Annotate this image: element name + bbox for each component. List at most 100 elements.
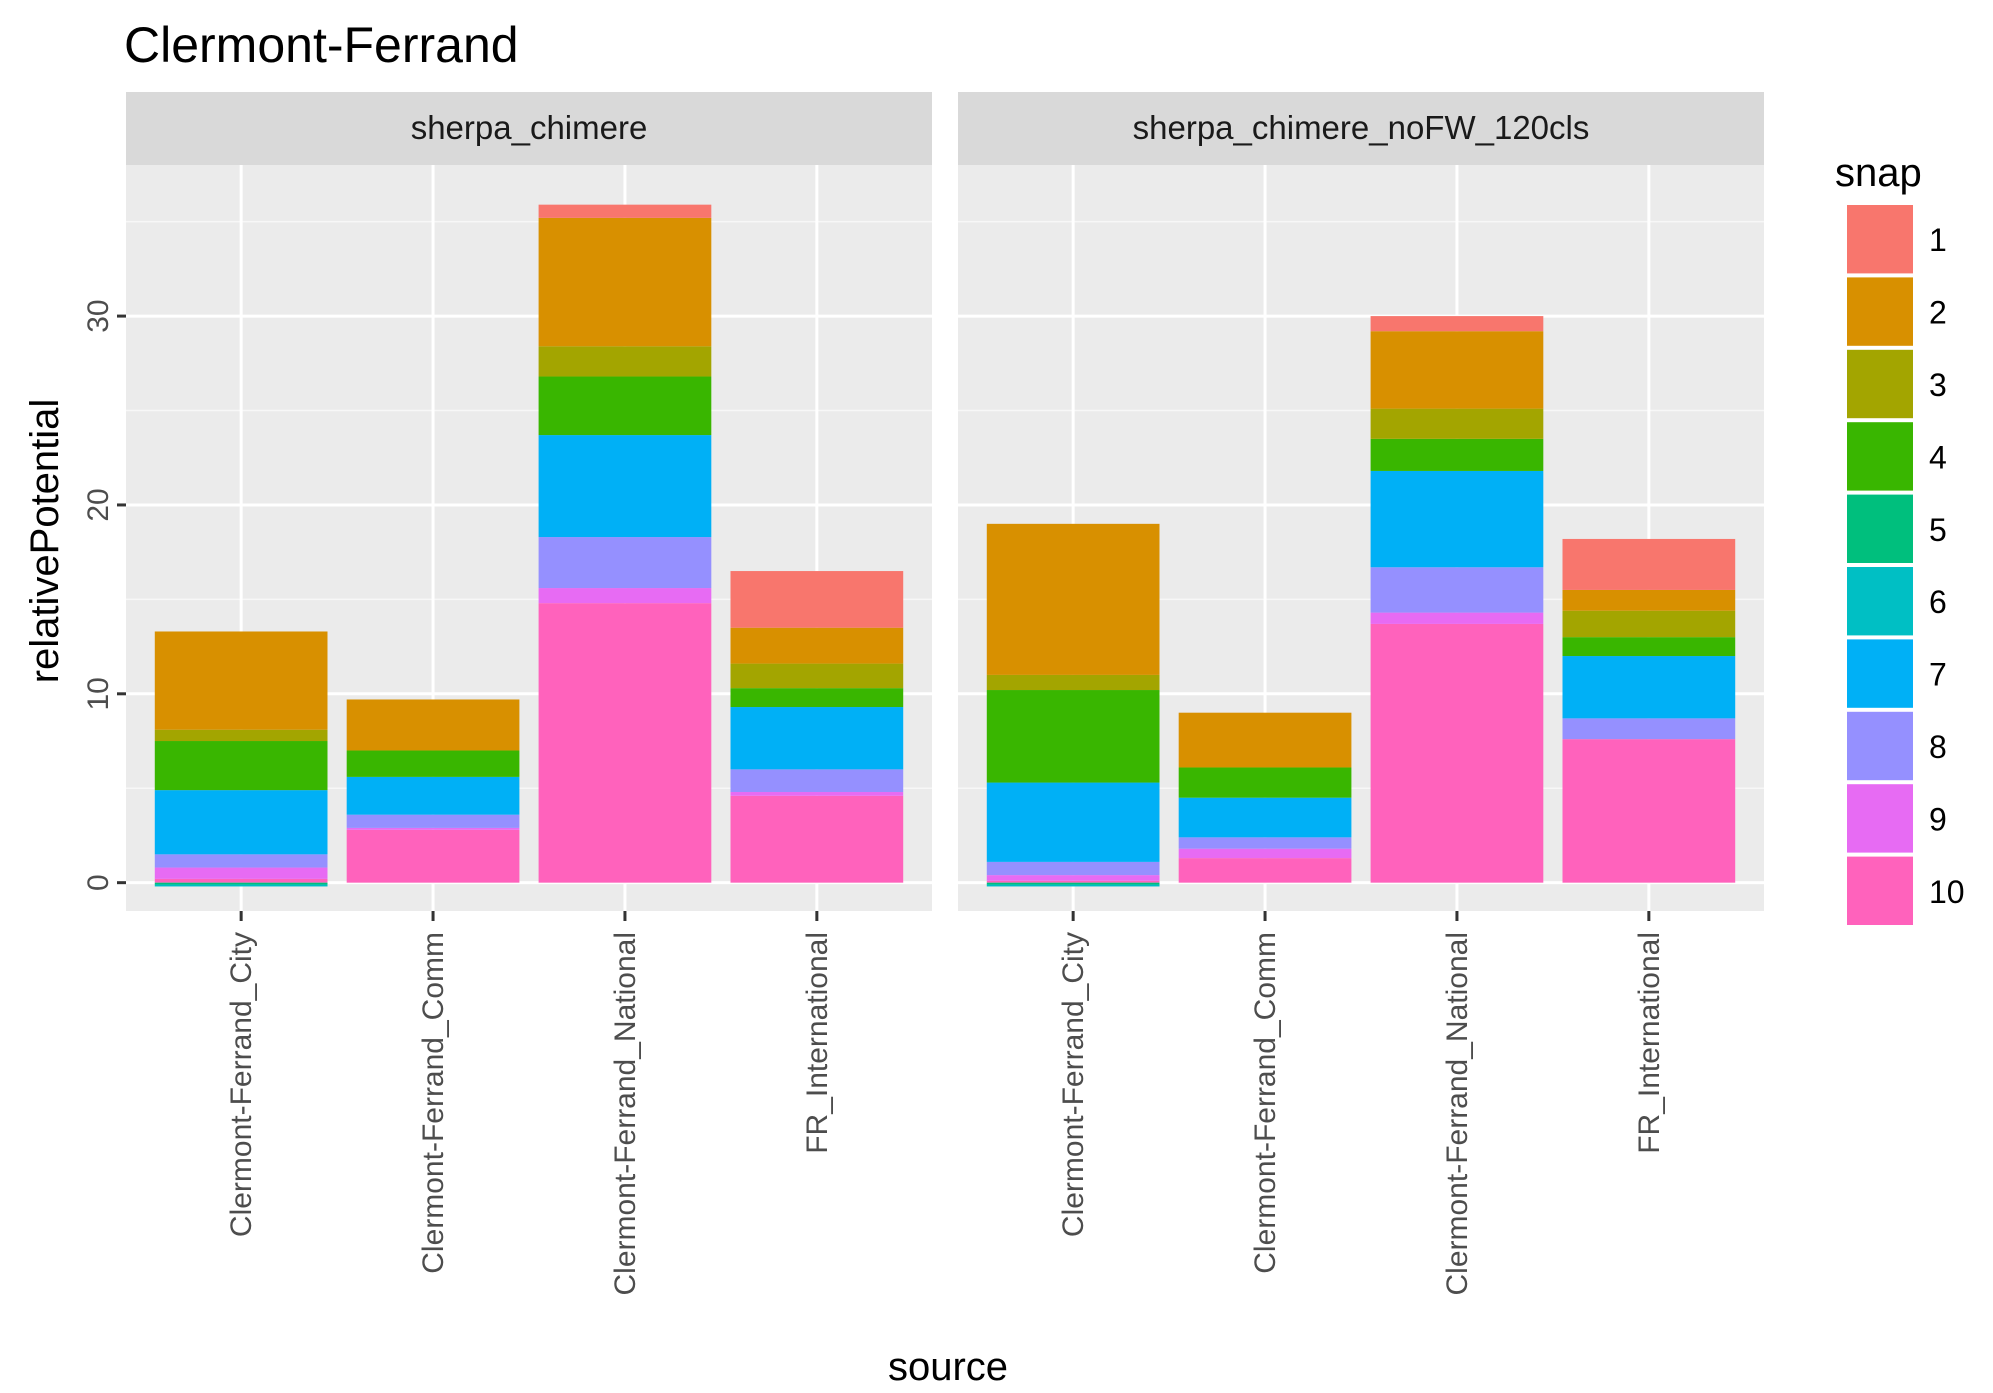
legend-key: [1847, 784, 1913, 853]
bar-segment: [346, 829, 520, 883]
bar-segment-negative: [154, 884, 328, 887]
facet-strip-label: sherpa_chimere_noFW_120cls: [1133, 109, 1590, 146]
bar-segment: [1370, 612, 1544, 624]
bar-segment: [154, 878, 328, 883]
bar-segment: [730, 769, 904, 793]
bar-segment: [538, 588, 712, 604]
bar-segment: [986, 875, 1160, 881]
x-tick-label: Clermont-Ferrand_National: [609, 932, 642, 1296]
bar-segment: [1178, 848, 1352, 859]
bar-segment: [154, 867, 328, 879]
bar-segment: [1370, 438, 1544, 471]
legend-key: [1847, 277, 1913, 346]
y-tick-label: 10: [82, 677, 115, 710]
bar-segment: [1370, 408, 1544, 439]
bar-segment: [1562, 718, 1736, 740]
legend-items: 1 2 3 4 5 6 7 8 9 10: [1847, 205, 1965, 925]
x-axis-title: source: [888, 1345, 1008, 1389]
legend-label: 8: [1929, 729, 1947, 765]
bar-segment: [1178, 858, 1352, 883]
bar-segment: [1178, 797, 1352, 838]
bar-segment: [346, 699, 520, 751]
x-tick-label: Clermont-Ferrand_City: [225, 932, 258, 1237]
x-tick-label: Clermont-Ferrand_City: [1057, 932, 1090, 1237]
bar-segment: [730, 663, 904, 689]
bar-segment: [346, 827, 520, 830]
bar-segment-negative: [154, 882, 328, 885]
legend-label: 9: [1929, 801, 1947, 837]
bar-segment-negative: [986, 884, 1160, 887]
y-tick-label: 20: [82, 488, 115, 521]
bar-segment: [1562, 538, 1736, 590]
bar-segment: [538, 346, 712, 377]
bar-segment: [1178, 837, 1352, 849]
bar-segment: [538, 435, 712, 538]
bar-segment: [538, 217, 712, 347]
x-tick-label: FR_International: [801, 932, 834, 1154]
legend-key: [1847, 711, 1913, 781]
panels: sherpa_chimere 0 10 20 30 Clermont-Ferrand_Ci…: [82, 92, 1764, 1296]
y-axis-title: relativePotential: [23, 399, 67, 684]
facet-strip: [126, 92, 932, 165]
facet-panel: sherpa_chimere 0 10 20 30 Clermont-Ferrand_Ci…: [82, 92, 932, 1296]
bar-segment: [154, 854, 328, 868]
legend-title: snap: [1835, 151, 1922, 195]
facet-panel: sherpa_chimere_noFW_120cls Clermont-Ferra…: [958, 92, 1764, 1296]
legend-key: [1847, 639, 1913, 708]
bar-segment: [346, 776, 520, 815]
bar-segment: [346, 814, 520, 828]
x-tick-label: Clermont-Ferrand_Comm: [1249, 932, 1282, 1274]
bar-segment: [154, 631, 328, 730]
y-tick-label: 0: [82, 874, 115, 891]
bar-segment: [1370, 316, 1544, 332]
bar-segment: [730, 792, 904, 796]
bar-segment: [538, 204, 712, 218]
bar-segment: [154, 790, 328, 855]
bar-segment: [986, 880, 1160, 883]
bar-segment: [1370, 623, 1544, 883]
legend-label: 3: [1929, 367, 1947, 403]
bar-segment: [1370, 470, 1544, 568]
bar-segment: [1562, 610, 1736, 638]
legend-label: 5: [1929, 512, 1947, 548]
legend-label: 4: [1929, 439, 1947, 475]
legend-label: 10: [1929, 874, 1965, 910]
bar-segment: [1562, 739, 1736, 883]
bar-segment: [730, 688, 904, 708]
legend-label: 2: [1929, 295, 1947, 331]
bar-segment: [1562, 637, 1736, 657]
legend-label: 7: [1929, 657, 1947, 693]
bar-segment: [730, 627, 904, 664]
bar-segment: [730, 795, 904, 883]
x-tick-label: Clermont-Ferrand_National: [1441, 932, 1474, 1296]
bar-segment: [538, 603, 712, 883]
bar-segment: [1562, 656, 1736, 719]
facet-strip-label: sherpa_chimere: [411, 109, 648, 146]
bar-segment: [730, 707, 904, 770]
legend-key: [1847, 567, 1913, 636]
bar-segment: [154, 729, 328, 742]
bar-segment-negative: [986, 882, 1160, 885]
bar-segment: [154, 741, 328, 791]
bar-segment: [346, 750, 520, 777]
x-tick-label: Clermont-Ferrand_Comm: [417, 932, 450, 1274]
bar-segment: [1178, 767, 1352, 798]
x-tick-label: FR_International: [1633, 932, 1666, 1154]
legend-key: [1847, 422, 1913, 491]
legend-label: 1: [1929, 222, 1947, 258]
bar-segment: [538, 376, 712, 436]
bar-segment: [986, 674, 1160, 691]
bar-segment: [986, 861, 1160, 876]
chart-title: Clermont-Ferrand: [124, 17, 519, 73]
legend-key: [1847, 494, 1913, 563]
bar-segment: [730, 571, 904, 628]
bar-segment: [1370, 331, 1544, 409]
bar-segment: [1370, 567, 1544, 613]
y-tick-label: 30: [82, 299, 115, 332]
bar-segment: [1178, 712, 1352, 768]
bar-segment: [538, 537, 712, 589]
legend-key: [1847, 349, 1913, 419]
bar-segment: [986, 782, 1160, 862]
